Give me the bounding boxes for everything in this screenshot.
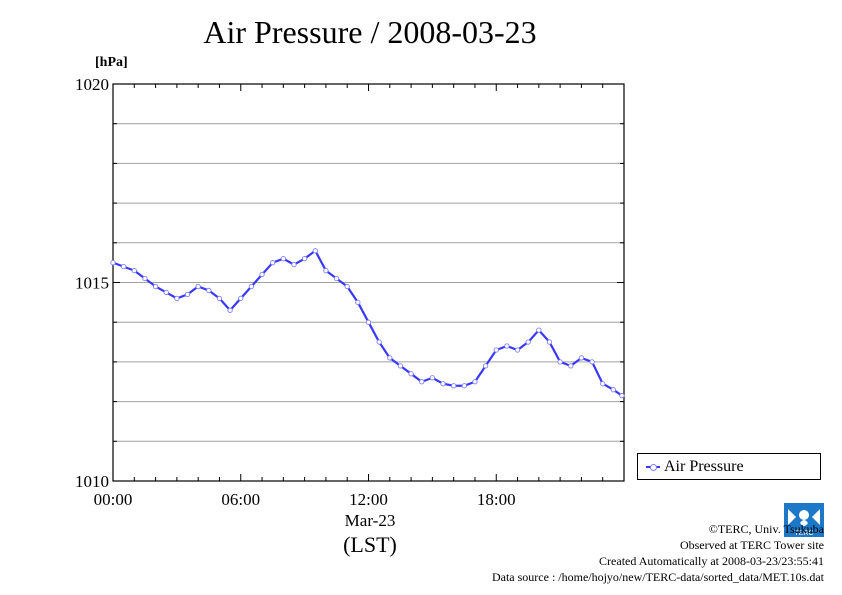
data-point — [312, 248, 318, 254]
x-tick-label: 18:00 — [477, 490, 516, 509]
footer-source: Data source : /home/hojyo/new/TERC-data/… — [491, 570, 824, 584]
terc-logo: TERC — [784, 503, 824, 537]
data-point — [227, 307, 233, 313]
data-point — [301, 256, 308, 262]
chart-title: Air Pressure / 2008-03-23 — [203, 14, 537, 50]
data-point — [131, 267, 137, 274]
data-point — [557, 359, 563, 365]
y-tick-label: 1010 — [75, 472, 109, 491]
x-tick-label: 06:00 — [221, 490, 260, 509]
data-point — [546, 339, 553, 345]
footer-credits: ©TERC, Univ. Tsukuba Observed at TERC To… — [492, 521, 824, 585]
data-point — [472, 379, 478, 385]
footer-copyright: ©TERC, Univ. Tsukuba — [708, 522, 824, 536]
data-point — [387, 355, 393, 361]
data-point — [589, 359, 595, 365]
data-point — [440, 381, 446, 387]
data-point — [333, 275, 340, 282]
data-point — [355, 299, 361, 305]
data-point — [451, 383, 457, 389]
data-point — [493, 347, 499, 353]
data-point — [152, 283, 159, 290]
data-point — [142, 275, 148, 282]
data-point — [110, 259, 116, 266]
data-point — [578, 355, 585, 361]
x-tick-label: 12:00 — [349, 490, 388, 509]
data-point — [259, 271, 265, 278]
legend-label: Air Pressure — [664, 457, 744, 475]
y-tick-label: 1015 — [75, 274, 109, 293]
data-point — [248, 283, 255, 290]
data-point — [610, 387, 617, 393]
data-point — [344, 283, 350, 290]
data-point — [461, 383, 467, 389]
data-point — [482, 363, 489, 369]
data-point — [216, 295, 223, 302]
data-point — [600, 381, 606, 387]
data-point — [376, 339, 382, 345]
data-point — [280, 256, 286, 262]
data-point — [536, 327, 542, 333]
legend-swatch — [646, 463, 660, 471]
data-point — [397, 363, 404, 369]
data-point — [291, 261, 297, 268]
data-point — [429, 375, 436, 381]
gridlines — [113, 123, 624, 442]
footer-observed: Observed at TERC Tower site — [679, 538, 824, 552]
data-point — [525, 339, 531, 345]
x-ticks: 00:00 06:00 12:00 18:00 — [94, 84, 625, 509]
data-point — [120, 263, 127, 270]
x-tick-label: 00:00 — [94, 490, 133, 509]
data-point — [184, 291, 191, 298]
data-point — [419, 379, 425, 385]
data-point — [238, 295, 244, 302]
data-point — [206, 287, 212, 294]
x-axis-label: (LST) — [343, 532, 397, 557]
data-point — [174, 295, 180, 302]
series-air-pressure — [110, 248, 625, 399]
y-axis-unit: [hPa] — [95, 55, 128, 70]
data-point — [365, 319, 372, 325]
logo-text: TERC — [794, 530, 813, 537]
data-point — [504, 343, 510, 349]
y-tick-label: 1020 — [75, 75, 109, 94]
data-point — [619, 392, 625, 399]
x-date-label: Mar-23 — [344, 511, 396, 530]
legend: Air Pressure — [637, 453, 821, 480]
data-point — [514, 347, 521, 353]
data-point — [163, 289, 169, 296]
data-point — [408, 371, 414, 377]
y-ticks: 1010 1015 1020 — [75, 75, 624, 491]
data-point — [568, 363, 574, 369]
data-point — [270, 259, 276, 266]
footer-created: Created Automatically at 2008-03-23/23:5… — [599, 554, 824, 568]
data-point — [195, 283, 201, 290]
data-point — [323, 267, 329, 274]
